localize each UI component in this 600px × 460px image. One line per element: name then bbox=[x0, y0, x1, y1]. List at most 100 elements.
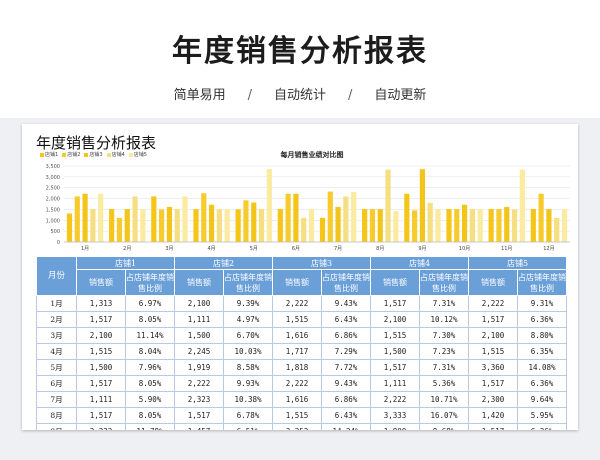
bar-店铺5-9月 bbox=[435, 209, 441, 242]
y-tick-label: 1,500 bbox=[46, 207, 60, 213]
table-row: 1月 1,313 6.97% 2,100 9.39% 2,222 9.43% 1,517 7.3… bbox=[36, 295, 567, 312]
ratio-cell: 6.51% bbox=[223, 423, 273, 430]
ratio-cell: 7.72% bbox=[321, 359, 371, 376]
sales-cell: 1,517 bbox=[370, 359, 420, 376]
ratio-cell: 5.95% bbox=[517, 407, 567, 424]
sales-cell: 3,333 bbox=[370, 407, 420, 424]
sales-cell: 1,515 bbox=[76, 343, 126, 360]
ratio-cell: 6.36% bbox=[517, 423, 567, 430]
bar-店铺2-3月 bbox=[159, 209, 165, 242]
bar-店铺2-2月 bbox=[116, 217, 123, 242]
ratio-cell: 8.05% bbox=[125, 407, 175, 424]
bar-店铺4-6月 bbox=[301, 217, 307, 242]
bar-店铺3-5月 bbox=[251, 202, 257, 242]
table-row: 5月 1,500 7.96% 1,919 8.58% 1,818 7.72% 1,517 7.3… bbox=[36, 359, 567, 376]
x-tick-label: 7月 bbox=[334, 246, 342, 252]
bar-店铺1-3月 bbox=[151, 196, 157, 242]
sales-cell: 1,517 bbox=[174, 407, 224, 424]
y-tick-label: 1,000 bbox=[46, 218, 60, 224]
x-tick-label: 9月 bbox=[418, 246, 426, 252]
ratio-cell: 10.38% bbox=[223, 391, 273, 408]
sales-cell: 1,515 bbox=[272, 407, 322, 424]
bar-店铺3-7月 bbox=[335, 206, 341, 242]
feature-tag: 自动更新 bbox=[374, 88, 427, 103]
sales-cell: 1,500 bbox=[76, 359, 126, 376]
ratio-cell: 7.29% bbox=[321, 343, 371, 360]
bar-店铺1-10月 bbox=[446, 209, 452, 242]
bar-店铺1-9月 bbox=[404, 193, 410, 242]
bar-店铺3-3月 bbox=[166, 206, 173, 242]
bar-店铺3-8月 bbox=[377, 209, 383, 242]
bar-店铺5-10月 bbox=[477, 209, 483, 242]
sales-cell: 1,500 bbox=[174, 327, 224, 344]
sales-cell: 1,517 bbox=[76, 375, 126, 392]
sales-cell: 1,515 bbox=[468, 343, 518, 360]
x-tick-label: 3月 bbox=[165, 246, 173, 252]
sales-cell: 3,353 bbox=[272, 423, 322, 430]
ratio-cell: 8.80% bbox=[517, 327, 567, 344]
bar-店铺3-1月 bbox=[82, 193, 88, 242]
store-header: 店铺1 bbox=[76, 256, 175, 270]
month-cell: 3月 bbox=[36, 327, 77, 344]
bar-店铺4-5月 bbox=[258, 209, 265, 242]
month-cell: 4月 bbox=[36, 343, 77, 360]
bar-店铺2-6月 bbox=[285, 193, 291, 242]
y-tick-label: 3,000 bbox=[46, 175, 60, 181]
x-tick-label: 8月 bbox=[376, 246, 384, 252]
bar-店铺4-12月 bbox=[554, 217, 560, 242]
x-tick-label: 6月 bbox=[292, 246, 300, 252]
bar-店铺4-8月 bbox=[385, 169, 391, 242]
ratio-cell: 5.90% bbox=[125, 391, 175, 408]
sales-cell: 1,919 bbox=[174, 359, 224, 376]
tag-separator: / bbox=[247, 88, 252, 103]
sales-cell: 2,222 bbox=[370, 391, 420, 408]
sales-header: 销售额 bbox=[76, 269, 126, 296]
x-tick-label: 4月 bbox=[207, 246, 215, 252]
bar-店铺5-4月 bbox=[224, 209, 230, 242]
ratio-cell: 6.43% bbox=[321, 407, 371, 424]
y-tick-label: 2,500 bbox=[46, 186, 60, 192]
ratio-header: 占店铺年度销售比例 bbox=[517, 269, 567, 296]
bar-店铺1-1月 bbox=[66, 213, 73, 242]
bar-店铺2-9月 bbox=[412, 210, 418, 242]
feature-tags: 简单易用 / 自动统计 / 自动更新 bbox=[0, 84, 600, 103]
bar-店铺5-6月 bbox=[308, 209, 315, 242]
bar-店铺4-7月 bbox=[343, 196, 349, 242]
store-header: 店铺3 bbox=[272, 256, 371, 270]
legend-item: 店铺2 bbox=[62, 151, 80, 158]
y-tick-label: 500 bbox=[50, 229, 60, 235]
sales-cell: 2,300 bbox=[468, 391, 518, 408]
page-title: 年度销售分析报表 bbox=[172, 34, 428, 69]
legend-label: 店铺4 bbox=[111, 152, 125, 158]
bar-店铺2-7月 bbox=[327, 191, 333, 242]
bar-店铺3-10月 bbox=[461, 204, 468, 242]
month-cell: 8月 bbox=[36, 407, 77, 424]
legend-swatch bbox=[106, 152, 111, 157]
x-tick-label: 1月 bbox=[81, 246, 89, 252]
bar-店铺1-11月 bbox=[488, 209, 494, 242]
sales-cell: 1,420 bbox=[468, 407, 518, 424]
month-cell: 2月 bbox=[36, 311, 77, 328]
bar-店铺4-1月 bbox=[90, 209, 96, 242]
ratio-cell: 9.64% bbox=[517, 391, 567, 408]
legend-item: 店铺5 bbox=[128, 151, 147, 158]
sales-cell: 1,800 bbox=[370, 423, 420, 430]
bar-店铺2-10月 bbox=[454, 209, 460, 242]
legend-label: 店铺2 bbox=[67, 152, 81, 158]
bar-店铺3-4月 bbox=[208, 204, 215, 242]
sales-cell: 1,313 bbox=[76, 295, 126, 312]
bar-店铺4-4月 bbox=[216, 209, 222, 242]
ratio-header: 占店铺年度销售比例 bbox=[223, 269, 273, 296]
ratio-cell: 7.30% bbox=[419, 327, 469, 344]
ratio-cell: 4.97% bbox=[223, 311, 273, 328]
sales-cell: 1,616 bbox=[272, 391, 322, 408]
table-row: 6月 1,517 8.05% 2,222 9.93% 2,222 9.43% 1,111 5.3… bbox=[36, 375, 567, 392]
bar-店铺5-11月 bbox=[519, 169, 525, 242]
legend-swatch bbox=[128, 152, 133, 157]
sales-header: 销售额 bbox=[370, 269, 420, 296]
ratio-cell: 7.31% bbox=[419, 359, 469, 376]
ratio-cell: 6.43% bbox=[321, 311, 371, 328]
sales-cell: 3,360 bbox=[468, 359, 518, 376]
monthly-sales-bar-chart: 0 500 1,000 1,500 2,000 2,500 3,000 3,500 1月 2月 3月… bbox=[46, 164, 570, 252]
legend-swatch bbox=[40, 152, 44, 157]
